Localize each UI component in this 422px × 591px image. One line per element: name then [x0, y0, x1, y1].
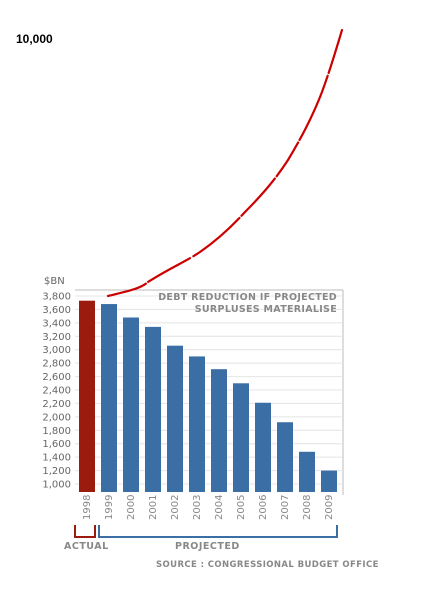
- y-tick-label: 1,200: [42, 466, 71, 477]
- x-tick-label: 2001: [148, 495, 159, 520]
- actual-label: ACTUAL: [64, 541, 109, 552]
- bar-2001: [145, 326, 161, 492]
- x-tick-label: 1998: [82, 495, 93, 520]
- x-tick-label: 2002: [170, 495, 181, 520]
- x-tick-label: 2008: [302, 495, 313, 520]
- x-axis-labels: 1998 1999 2000 2001 2002 2003 2004 2005 2006 2007…: [82, 495, 335, 520]
- x-tick-label: 2003: [192, 495, 203, 520]
- projected-label: PROJECTED: [175, 541, 240, 552]
- y-tick-label: 1,600: [42, 439, 71, 450]
- bar-2003: [189, 356, 205, 492]
- bars: [79, 300, 337, 492]
- x-tick-label: 1999: [104, 495, 115, 520]
- source-note: SOURCE : CONGRESSIONAL BUDGET OFFICE: [156, 560, 379, 570]
- x-tick-label: 2006: [258, 495, 269, 520]
- bar-2004: [211, 369, 227, 492]
- chart-title-line1: DEBT REDUCTION IF PROJECTED: [158, 292, 337, 303]
- y-tick-label: 3,400: [42, 318, 71, 329]
- x-tick-label: 2000: [126, 495, 137, 520]
- bar-2000: [123, 317, 139, 492]
- x-tick-label: 2009: [324, 495, 335, 520]
- bar-2008: [299, 451, 315, 492]
- y-tick-label: 3,800: [42, 292, 71, 303]
- gridlines: [75, 295, 343, 485]
- y-tick-label: 3,600: [42, 305, 71, 316]
- y-tick-label: 1,400: [42, 453, 71, 464]
- x-tick-label: 2004: [214, 495, 225, 520]
- projected-bracket: [98, 525, 338, 538]
- annotation-label: 10,000: [16, 32, 53, 46]
- actual-bracket: [74, 525, 96, 538]
- plot-frame: [75, 289, 344, 496]
- y-tick-label: 3,200: [42, 332, 71, 343]
- y-tick-label: 1,800: [42, 426, 71, 437]
- y-tick-label: 3,000: [42, 345, 71, 356]
- bar-2009: [321, 470, 337, 492]
- chart-title-line2: SURPLUSES MATERIALISE: [195, 304, 337, 315]
- y-tick-label: 2,000: [42, 412, 71, 423]
- y-tick-label: 2,600: [42, 372, 71, 383]
- bar-2007: [277, 422, 293, 492]
- y-axis-label: $BN: [44, 276, 65, 287]
- y-axis-ticks: 3,800 3,600 3,400 3,200 3,000 2,800 2,600 2,400…: [42, 292, 71, 491]
- y-tick-label: 1,000: [42, 480, 71, 491]
- bar-1998: [79, 300, 95, 492]
- y-tick-label: 2,400: [42, 386, 71, 397]
- plot-background: [75, 290, 343, 496]
- y-tick-label: 2,800: [42, 359, 71, 370]
- annotation-curve: [106, 28, 344, 298]
- group-brackets: [74, 525, 338, 538]
- x-tick-label: 2007: [280, 495, 291, 520]
- y-tick-label: 2,200: [42, 399, 71, 410]
- bar-2006: [255, 402, 271, 492]
- bar-2002: [167, 345, 183, 492]
- bar-2005: [233, 383, 249, 492]
- bar-1999: [101, 304, 117, 492]
- x-tick-label: 2005: [236, 495, 247, 520]
